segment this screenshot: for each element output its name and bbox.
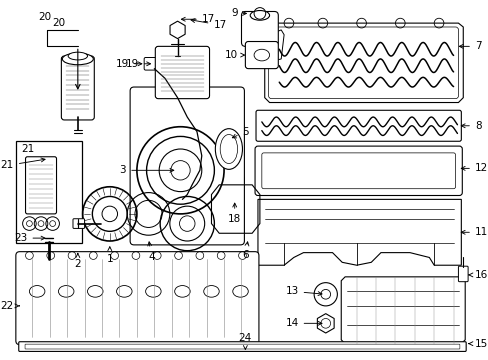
Ellipse shape <box>220 135 237 163</box>
Text: 4: 4 <box>147 242 154 262</box>
Text: 22: 22 <box>0 301 20 311</box>
FancyBboxPatch shape <box>61 56 94 120</box>
Text: 2: 2 <box>74 253 81 269</box>
FancyBboxPatch shape <box>268 27 457 99</box>
FancyBboxPatch shape <box>25 157 57 214</box>
Text: 10: 10 <box>224 50 244 60</box>
FancyBboxPatch shape <box>241 12 278 46</box>
Text: 6: 6 <box>242 242 248 260</box>
Text: 5: 5 <box>232 127 248 138</box>
FancyBboxPatch shape <box>245 41 278 69</box>
Text: 1: 1 <box>106 247 113 264</box>
Ellipse shape <box>250 10 269 20</box>
Ellipse shape <box>254 49 269 61</box>
FancyBboxPatch shape <box>256 110 460 141</box>
Text: 19: 19 <box>116 59 142 69</box>
Text: 8: 8 <box>460 121 481 131</box>
FancyBboxPatch shape <box>155 46 209 99</box>
FancyBboxPatch shape <box>25 344 459 349</box>
FancyBboxPatch shape <box>16 141 81 243</box>
Text: 7: 7 <box>458 41 481 51</box>
Text: 24: 24 <box>238 333 251 350</box>
Text: 20: 20 <box>52 18 65 28</box>
Text: 20: 20 <box>38 12 51 22</box>
Text: 21: 21 <box>0 158 45 171</box>
Text: 12: 12 <box>460 163 487 174</box>
Text: 17: 17 <box>181 14 215 24</box>
FancyBboxPatch shape <box>457 266 467 282</box>
FancyBboxPatch shape <box>19 342 465 351</box>
Text: 11: 11 <box>460 227 487 237</box>
Ellipse shape <box>62 53 93 65</box>
Text: 15: 15 <box>468 339 487 349</box>
Ellipse shape <box>68 52 87 60</box>
Ellipse shape <box>215 129 242 169</box>
Text: 17: 17 <box>191 19 226 30</box>
Text: 16: 16 <box>468 270 487 280</box>
Text: 21: 21 <box>21 144 35 154</box>
FancyBboxPatch shape <box>255 146 461 195</box>
FancyBboxPatch shape <box>261 153 455 189</box>
Text: 18: 18 <box>227 203 241 224</box>
Text: 13: 13 <box>285 286 321 296</box>
Text: 19: 19 <box>125 59 150 69</box>
FancyBboxPatch shape <box>73 219 84 229</box>
FancyBboxPatch shape <box>130 87 244 245</box>
FancyBboxPatch shape <box>16 252 259 345</box>
FancyBboxPatch shape <box>144 58 164 70</box>
Text: 3: 3 <box>120 165 173 175</box>
Text: 9: 9 <box>230 8 246 18</box>
Text: 14: 14 <box>285 318 321 328</box>
Text: 23: 23 <box>14 233 45 243</box>
